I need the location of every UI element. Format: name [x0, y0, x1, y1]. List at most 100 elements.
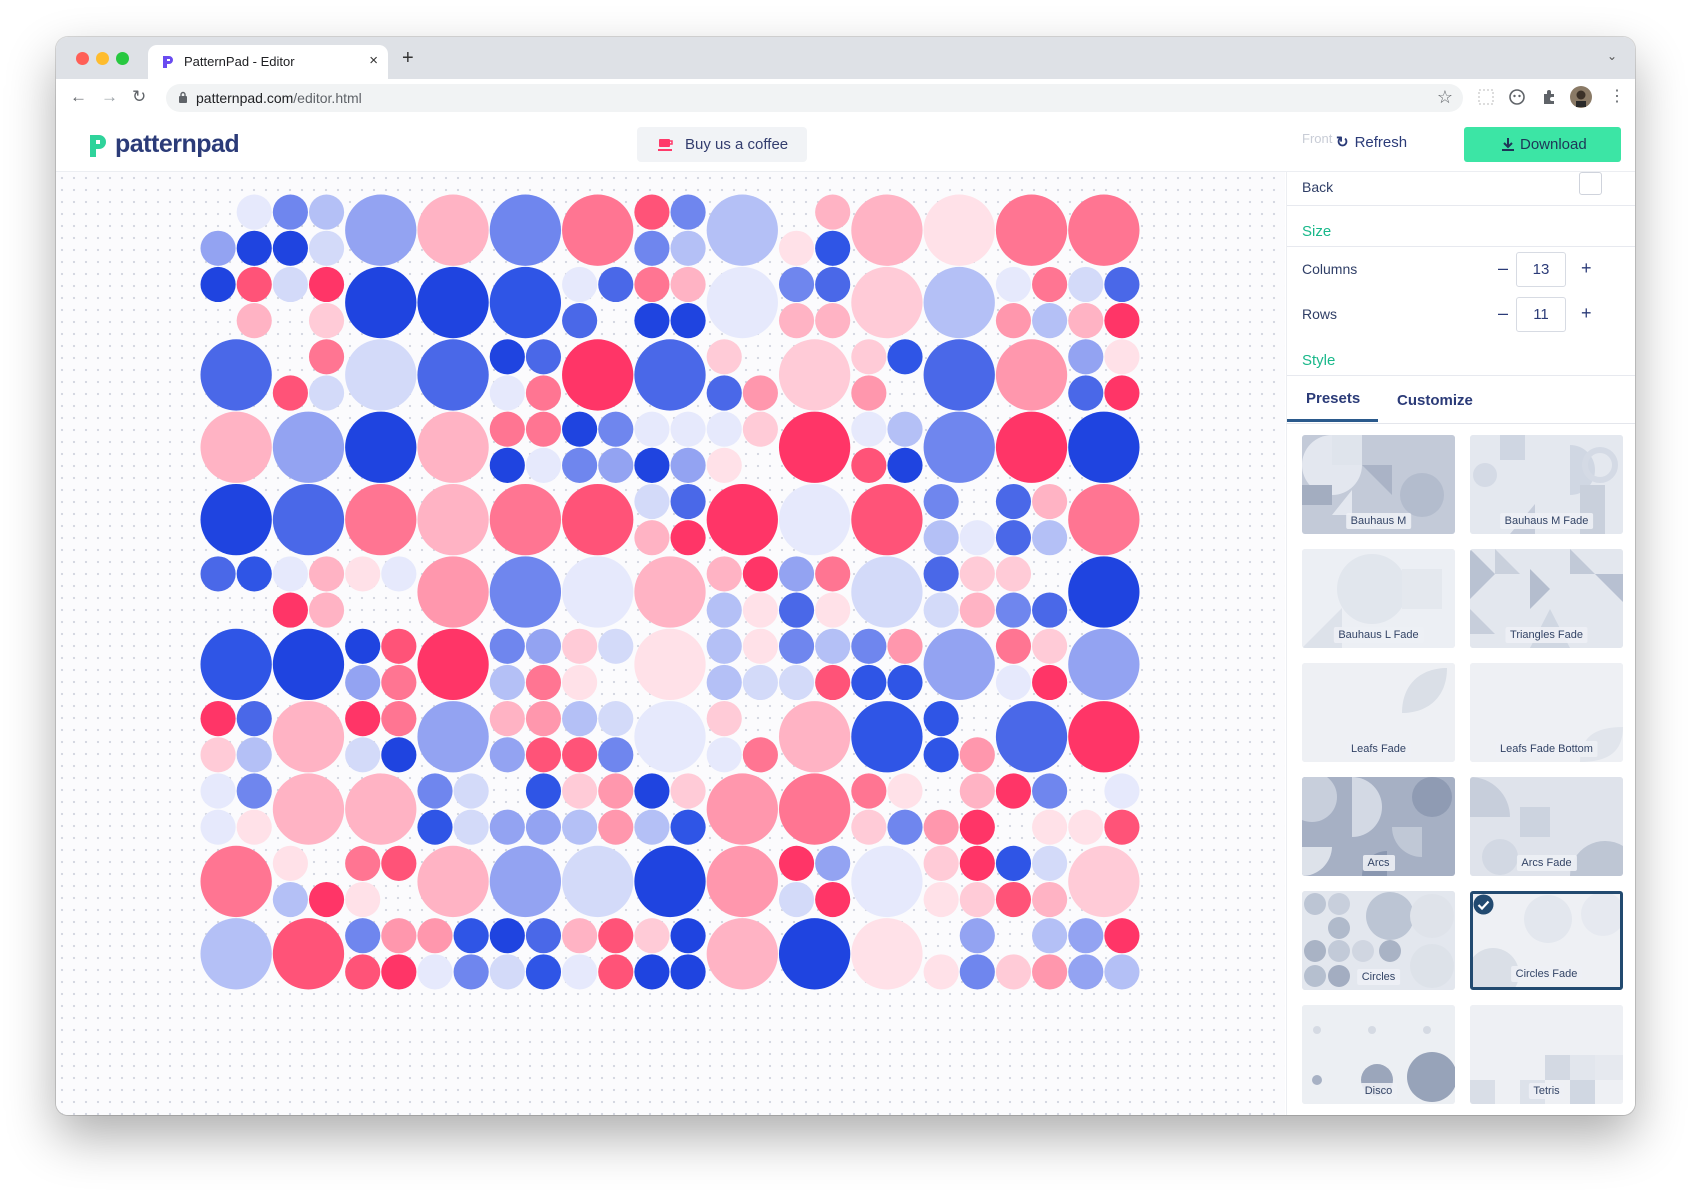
- pattern-circle: [598, 773, 634, 809]
- tab-presets[interactable]: Presets: [1287, 377, 1378, 422]
- puzzle-extensions-icon[interactable]: [1540, 88, 1558, 106]
- pattern-circle: [995, 592, 1032, 628]
- preset-tetris[interactable]: Tetris: [1470, 1005, 1623, 1104]
- pattern-circle: [525, 918, 562, 954]
- pattern-circle: [272, 194, 308, 230]
- address-bar[interactable]: patternpad.com/editor.html ☆: [166, 84, 1463, 112]
- preset-triangles-fade[interactable]: Triangles Fade: [1470, 549, 1623, 648]
- pattern-circle: [959, 520, 995, 556]
- pattern-circle: [598, 628, 634, 664]
- tab-close-icon[interactable]: ×: [369, 52, 378, 69]
- pattern-circle: [634, 303, 670, 339]
- pattern-circle: [706, 664, 742, 701]
- preset-leafs-fade-bottom[interactable]: Leafs Fade Bottom: [1470, 663, 1623, 762]
- profile-avatar[interactable]: [1570, 86, 1592, 108]
- pattern-circle: [562, 737, 598, 773]
- preset-arcs-fade[interactable]: Arcs Fade: [1470, 777, 1623, 876]
- back-color-swatch[interactable]: [1579, 172, 1602, 195]
- pattern-circle: [562, 845, 634, 918]
- pattern-circle: [634, 339, 706, 411]
- rows-input[interactable]: 11: [1516, 297, 1566, 332]
- pattern-circle: [417, 954, 453, 990]
- columns-increment-button[interactable]: +: [1581, 258, 1592, 278]
- columns-input[interactable]: 13: [1516, 252, 1566, 287]
- pattern-circle: [417, 194, 489, 266]
- extension-grid-icon[interactable]: [1477, 88, 1495, 106]
- close-window-button[interactable]: [76, 52, 89, 65]
- tab-title: PatternPad - Editor: [184, 54, 295, 69]
- pattern-circle: [489, 664, 525, 701]
- pattern-circle: [815, 628, 851, 664]
- pattern-circle: [562, 266, 598, 303]
- pattern-circle: [959, 556, 995, 592]
- pattern-circle: [525, 773, 562, 809]
- pattern-circle: [923, 809, 959, 845]
- pattern-circle: [815, 845, 851, 881]
- download-button[interactable]: Download: [1464, 127, 1621, 162]
- pattern-circle: [706, 628, 742, 664]
- pattern-circle: [562, 411, 598, 447]
- pattern-circle: [634, 954, 670, 990]
- columns-decrement-button[interactable]: –: [1498, 258, 1509, 278]
- preset-bauhaus-l-fade[interactable]: Bauhaus L Fade: [1302, 549, 1455, 648]
- style-heading: Style: [1302, 352, 1336, 369]
- pattern-circle: [851, 483, 923, 556]
- browser-menu-icon[interactable]: ⋮: [1609, 88, 1625, 105]
- new-tab-button[interactable]: +: [402, 47, 414, 69]
- pattern-circle: [489, 628, 525, 664]
- preset-label: Arcs Fade: [1516, 855, 1577, 871]
- preset-leafs-fade[interactable]: Leafs Fade: [1302, 663, 1455, 762]
- preset-disco[interactable]: Disco: [1302, 1005, 1455, 1104]
- patternpad-logo-icon: [90, 135, 106, 157]
- pattern-circle: [1032, 592, 1068, 628]
- tab-search-chevron-icon[interactable]: ⌄: [1606, 49, 1617, 63]
- bookmark-star-icon[interactable]: ☆: [1436, 87, 1453, 107]
- pattern-circle: [200, 628, 272, 701]
- pattern-circle: [489, 556, 562, 628]
- preset-circles[interactable]: Circles: [1302, 891, 1455, 990]
- pattern-circle: [525, 411, 562, 447]
- preset-circles-fade[interactable]: Circles Fade: [1470, 891, 1623, 990]
- extension-circle-icon[interactable]: [1508, 88, 1526, 106]
- pattern-circle: [272, 556, 308, 592]
- tab-customize[interactable]: Customize: [1397, 392, 1473, 409]
- pattern-circle: [562, 447, 598, 483]
- pattern-circle: [272, 375, 308, 411]
- preset-bauhaus-m[interactable]: Bauhaus M: [1302, 435, 1455, 534]
- pattern-circle: [670, 954, 706, 990]
- forward-arrow-icon[interactable]: →: [101, 87, 118, 106]
- preset-thumbnail: [1302, 1005, 1455, 1104]
- pattern-circle: [381, 918, 417, 954]
- maximize-window-button[interactable]: [116, 52, 129, 65]
- refresh-button[interactable]: ↻ Refresh: [1336, 133, 1407, 151]
- reload-icon[interactable]: ↻: [132, 87, 147, 106]
- pattern-circle: [887, 447, 923, 483]
- preset-thumbnail: [1470, 777, 1623, 876]
- pattern-circle: [1068, 194, 1140, 266]
- pattern-circle: [778, 556, 815, 592]
- preset-arcs[interactable]: Arcs: [1302, 777, 1455, 876]
- pattern-circle: [345, 845, 381, 881]
- pattern-circle: [778, 303, 815, 339]
- pattern-circle: [525, 628, 562, 664]
- pattern-circle: [200, 701, 236, 737]
- browser-tab[interactable]: PatternPad - Editor ×: [148, 45, 388, 79]
- pattern-circle: [598, 954, 634, 990]
- divider: [1287, 246, 1635, 247]
- pattern-circle: [562, 628, 598, 664]
- buy-coffee-button[interactable]: Buy us a coffee: [637, 127, 807, 162]
- minimize-window-button[interactable]: [96, 52, 109, 65]
- pattern-circle: [706, 411, 742, 447]
- preset-bauhaus-m-fade[interactable]: Bauhaus M Fade: [1470, 435, 1623, 534]
- pattern-circle: [272, 592, 308, 628]
- pattern-circle: [308, 339, 345, 375]
- pattern-circle: [851, 556, 923, 628]
- pattern-circle: [706, 701, 742, 737]
- rows-increment-button[interactable]: +: [1581, 303, 1592, 323]
- rows-decrement-button[interactable]: –: [1498, 303, 1509, 323]
- pattern-circle: [272, 701, 345, 773]
- back-arrow-icon[interactable]: ←: [70, 87, 87, 106]
- pattern-circle: [525, 701, 562, 737]
- url-host: patternpad.com: [196, 90, 294, 106]
- pattern-circle: [995, 303, 1032, 339]
